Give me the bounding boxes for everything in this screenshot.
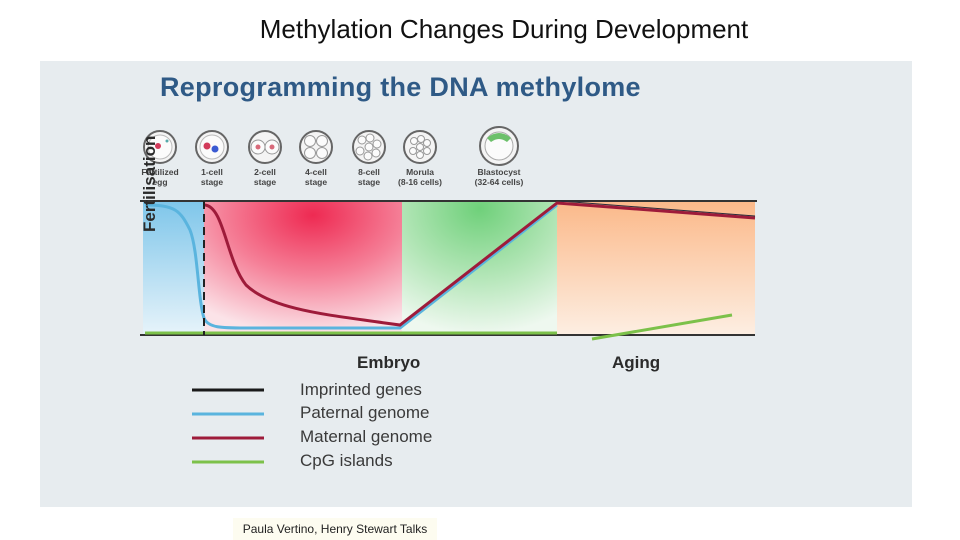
two-cell-icon [248, 130, 282, 164]
fertilisation-label: Fertilisation [140, 135, 159, 232]
stage-label-fertilized-egg: Fertilized egg [141, 167, 179, 187]
aging-region [557, 202, 755, 334]
cpg-islands-aging-line [591, 313, 733, 341]
embryo-label: Embryo [357, 353, 421, 372]
paternal-genome-line [144, 203, 558, 330]
one-cell-icon [195, 130, 229, 164]
eight-cell-icon [352, 130, 386, 164]
four-cell-icon [299, 130, 333, 164]
stage-label-two-cell: 2-cell stage [253, 167, 277, 187]
legend-label-imprinted: Imprinted genes [300, 380, 422, 399]
legend-label-maternal: Maternal genome [300, 427, 433, 446]
credit-caption: Paula Vertino, Henry Stewart Talks [233, 518, 437, 540]
fertilisation-region [143, 202, 204, 334]
stage-label-blastocyst: Blastocyst (32-64 cells) [474, 167, 524, 187]
morula-icon [403, 130, 437, 164]
blastocyst-icon [479, 126, 519, 166]
legend-label-cpg: CpG islands [300, 451, 393, 470]
stage-label-morula: Morula (8-16 cells) [398, 167, 442, 187]
imprinted-genes-line [559, 200, 756, 217]
slide-title: Methylation Changes During Development [259, 14, 749, 44]
stage-label-four-cell: 4-cell stage [304, 167, 328, 187]
stage-label-eight-cell: 8-cell stage [357, 167, 381, 187]
maternal-genome-line [203, 201, 756, 327]
figure-title: Reprogramming the DNA methylome [160, 72, 641, 102]
legend-label-paternal: Paternal genome [300, 403, 430, 422]
fertilized-egg-icon [143, 130, 177, 164]
aging-label: Aging [612, 353, 661, 372]
stage-label-one-cell: 1-cell stage [200, 167, 224, 187]
early-embryo-region [204, 202, 402, 334]
